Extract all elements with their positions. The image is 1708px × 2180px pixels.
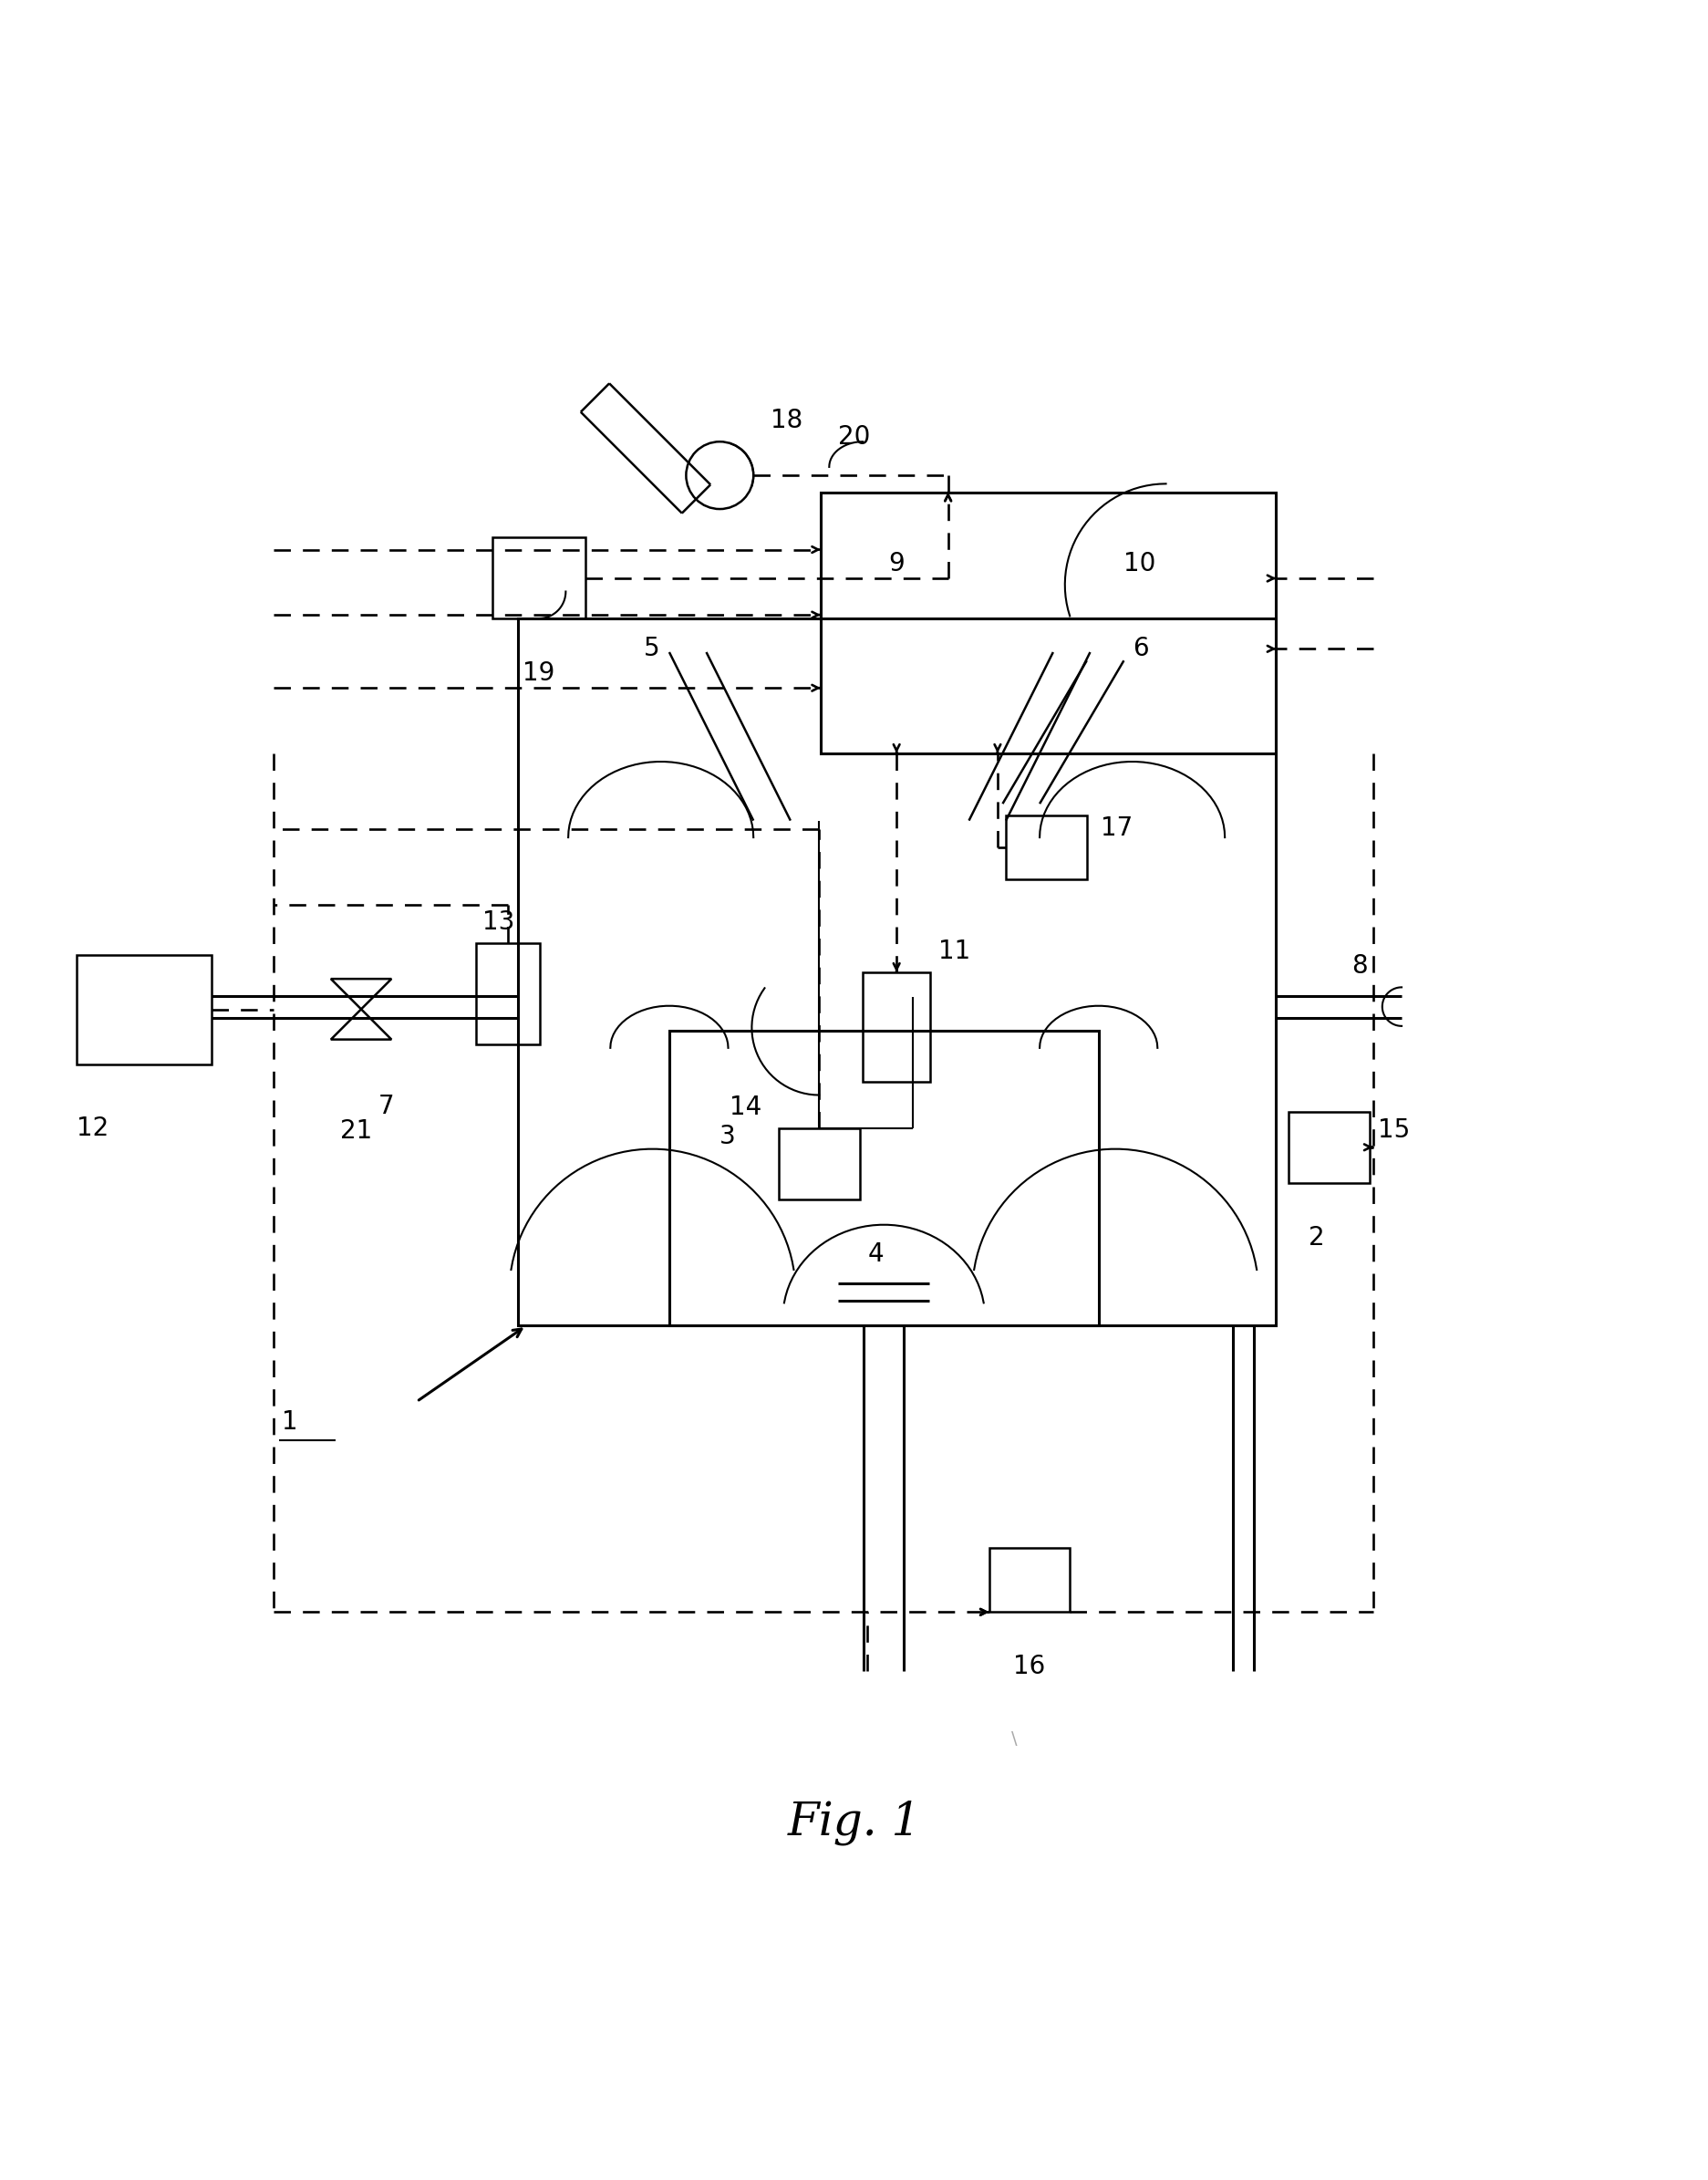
Text: 18: 18 [770,408,803,434]
Text: 21: 21 [340,1118,372,1144]
Text: 10: 10 [1124,552,1156,576]
Text: 6: 6 [1132,634,1148,661]
Bar [863,972,929,1081]
Text: 13: 13 [482,909,514,935]
Text: 15: 15 [1377,1118,1409,1142]
Bar [518,619,1274,1325]
Text: $\backslash$: $\backslash$ [1009,1729,1018,1748]
Bar [77,955,212,1064]
Text: 11: 11 [938,937,970,964]
Text: 20: 20 [837,425,869,449]
Bar [1288,1112,1368,1182]
Bar [820,493,1274,754]
Text: 17: 17 [1100,815,1132,841]
Bar [492,538,584,619]
Text: 16: 16 [1013,1655,1045,1679]
Text: 2: 2 [1308,1225,1324,1251]
Text: 12: 12 [77,1116,109,1140]
Text: 9: 9 [888,552,904,576]
Text: 8: 8 [1351,953,1366,979]
Text: 19: 19 [523,661,555,687]
Bar [1006,815,1086,879]
Text: Fig. 1: Fig. 1 [787,1801,921,1844]
Bar [475,944,540,1044]
Text: 7: 7 [377,1094,395,1118]
Text: 14: 14 [729,1094,762,1121]
Bar [779,1129,859,1199]
Bar [670,1031,1098,1325]
Text: 3: 3 [719,1123,736,1149]
Text: 5: 5 [644,634,659,661]
Text: 1: 1 [282,1410,297,1434]
Text: 4: 4 [868,1243,883,1267]
Bar [989,1548,1069,1611]
